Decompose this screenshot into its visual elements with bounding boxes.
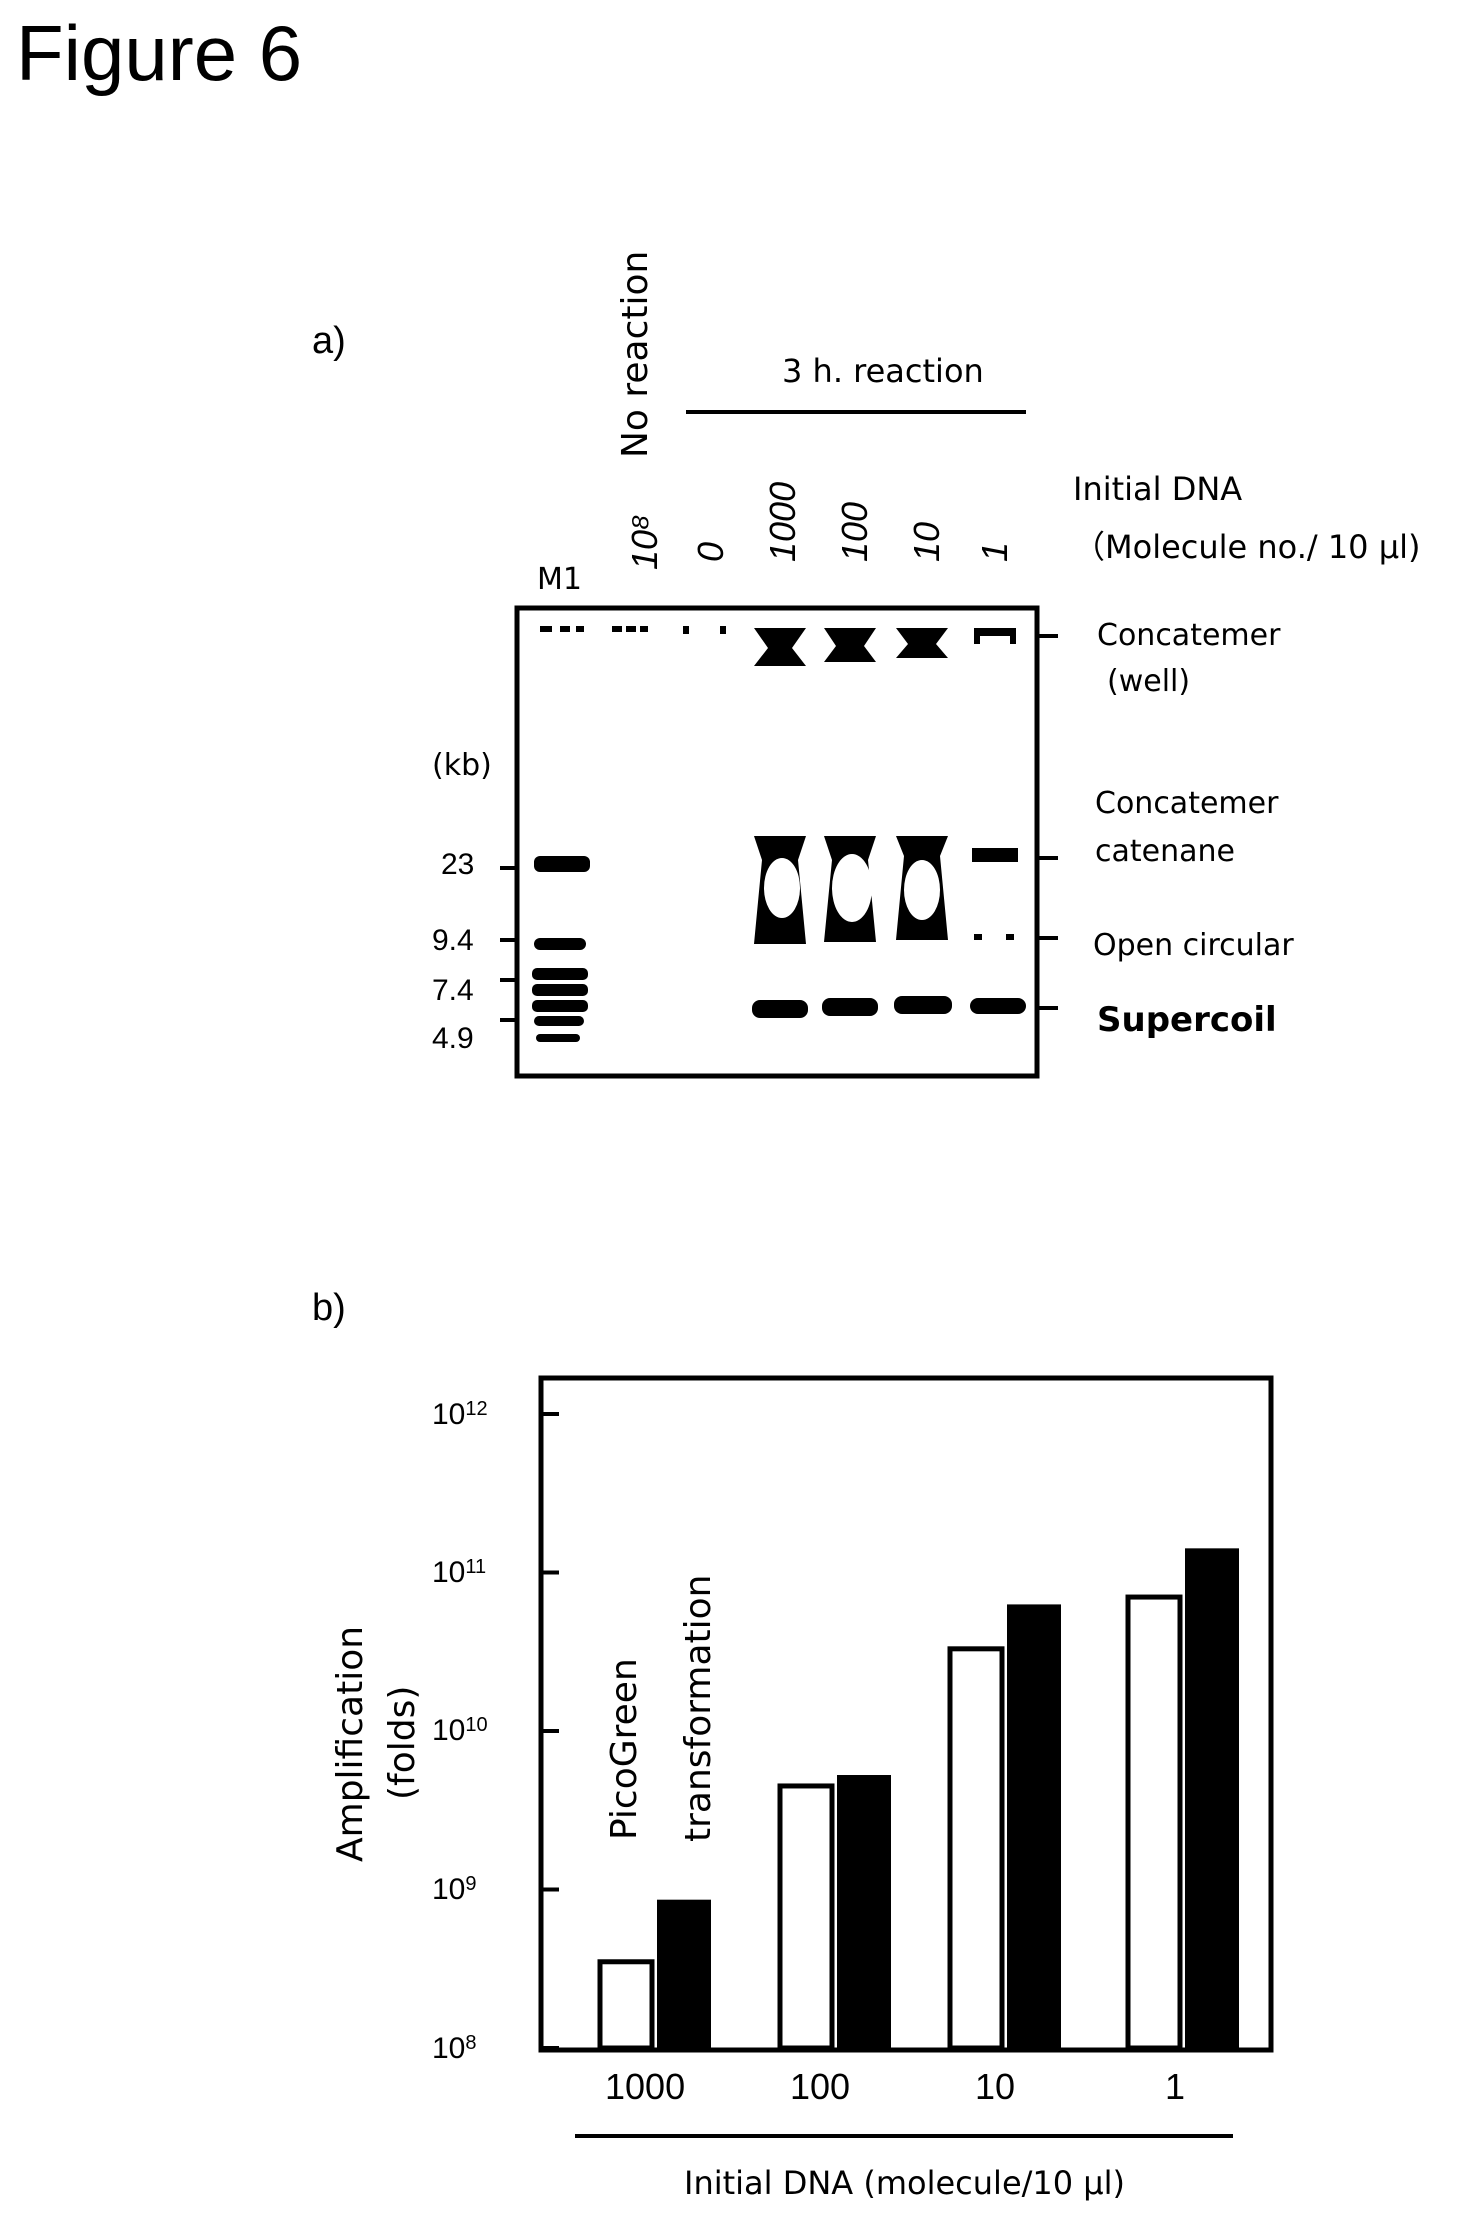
x-tick-label: 1000 [605, 2066, 686, 2107]
band-concatemer-well [754, 628, 1016, 666]
y-tick-label: 1011 [432, 1556, 487, 1589]
reaction-header: 3 h. reaction [782, 352, 984, 390]
band-open-circular [974, 934, 1014, 940]
size-marker: 4.9 [432, 1022, 474, 1055]
panel-a-label: a) [312, 320, 346, 362]
y-tick-label: 1010 [432, 1714, 488, 1747]
y-tick-label: 1012 [432, 1398, 488, 1431]
band-supercoil [752, 996, 1026, 1018]
band-label-open-circular: Open circular [1093, 928, 1294, 963]
y-tick-label: 108 [432, 2032, 477, 2065]
bar-picogreen [1125, 1594, 1183, 2051]
size-marker-ticks [500, 866, 517, 1022]
band-catenane [754, 836, 1018, 944]
well-marks [540, 626, 726, 634]
band-label-catenane: catenane [1095, 834, 1235, 869]
x-tick-label: 1 [1165, 2066, 1186, 2107]
marker-lane-label: M1 [537, 562, 582, 597]
band-pointer-ticks [1037, 634, 1058, 1010]
band-label-concatemer: Concatemer [1097, 618, 1281, 653]
bar-transformation [657, 1899, 711, 2050]
plot-frame [538, 1375, 1274, 2053]
marker-lane-bands [532, 856, 590, 1042]
bar-picogreen [597, 1959, 655, 2051]
x-tick-label: 10 [975, 2066, 1016, 2107]
bar-picogreen [777, 1783, 835, 2051]
x-tick-label: 100 [790, 2066, 851, 2107]
initial-dna-unit: （Molecule no./ 10 μl) [1073, 528, 1421, 566]
figure-title: Figure 6 [16, 9, 303, 97]
panel-b-label: b) [312, 1287, 346, 1329]
bar-transformation [1185, 1548, 1239, 2050]
x-axis-label: Initial DNA (molecule/10 μl) [684, 2164, 1126, 2202]
initial-dna-label: Initial DNA [1073, 470, 1243, 508]
bar-chart [538, 1375, 1274, 2053]
bar-picogreen [947, 1646, 1005, 2051]
size-marker: 7.4 [432, 974, 474, 1007]
band-label-supercoil: Supercoil [1097, 1000, 1277, 1040]
size-marker: 23 [441, 848, 475, 881]
y-axis-ticks [541, 1412, 559, 2050]
kb-label: (kb) [432, 748, 492, 783]
band-label-concatemer: Concatemer [1095, 786, 1279, 821]
bar-transformation [1007, 1604, 1061, 2049]
band-label-well: (well) [1107, 664, 1191, 699]
size-marker: 9.4 [432, 924, 474, 957]
gel-image [514, 605, 1040, 1079]
bar-transformation [837, 1775, 891, 2049]
y-tick-label: 109 [432, 1873, 477, 1906]
bar-series [597, 1548, 1239, 2051]
